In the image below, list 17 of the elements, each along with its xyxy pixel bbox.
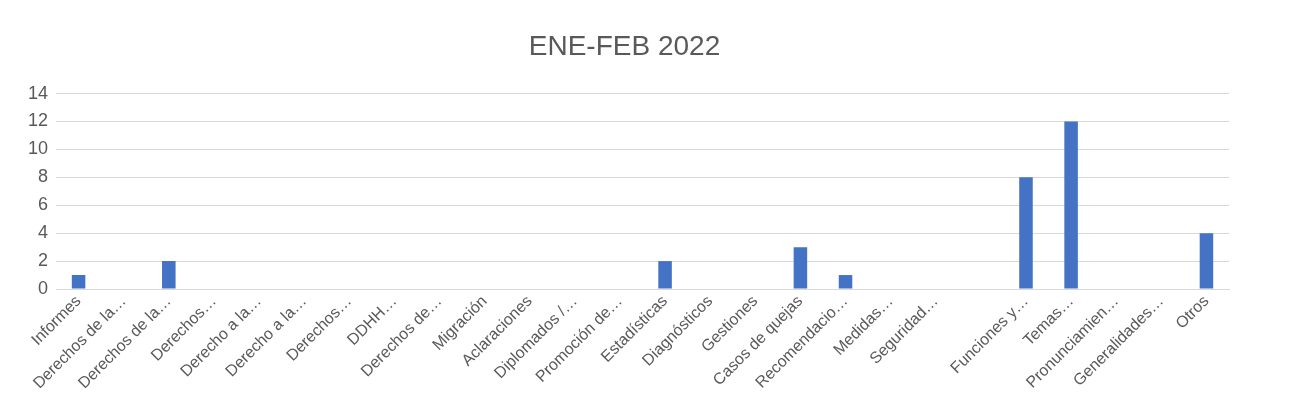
y-tick-label: 6 — [38, 194, 49, 215]
y-tick-label: 4 — [38, 222, 49, 243]
bar — [1199, 233, 1214, 289]
chart-title: ENE-FEB 2022 — [528, 29, 721, 61]
y-tick-label: 12 — [27, 110, 49, 131]
y-tick-label: 8 — [38, 166, 49, 187]
y-tick-label: 10 — [27, 138, 49, 159]
bar — [838, 275, 853, 289]
y-tick-label: 2 — [38, 250, 49, 271]
y-tick-label: 14 — [27, 82, 49, 103]
bar — [793, 247, 808, 289]
bar — [1019, 177, 1033, 289]
bar — [1064, 121, 1078, 289]
bar — [71, 275, 86, 289]
bar — [658, 261, 672, 289]
y-tick-label: 0 — [38, 277, 49, 298]
bar — [162, 261, 176, 289]
